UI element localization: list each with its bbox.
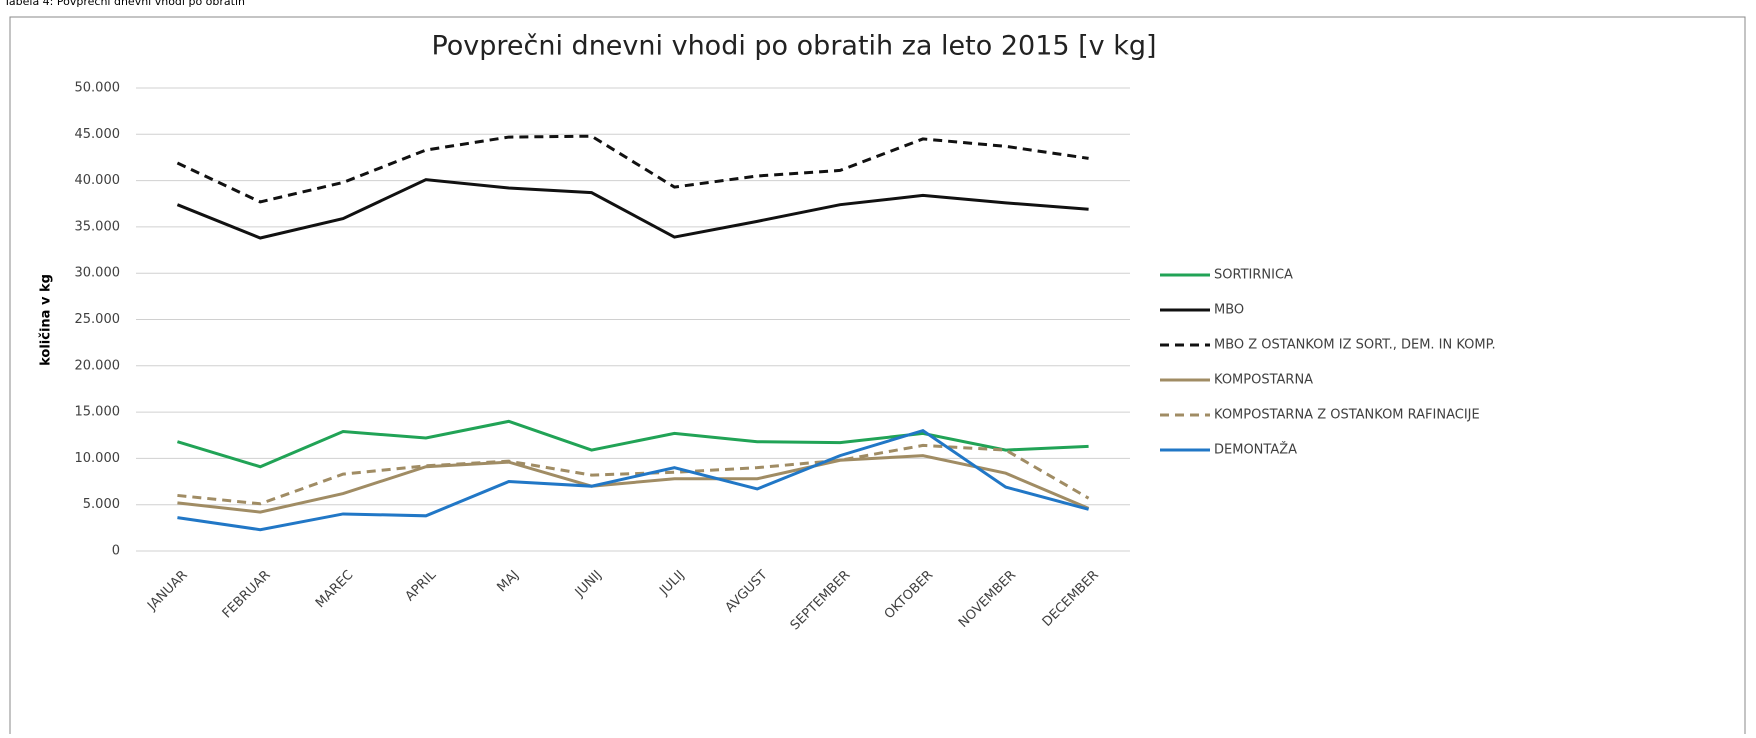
x-tick-label: DECEMBER [1040,568,1102,630]
x-tick-label: SEPTEMBER [788,568,854,634]
legend-label: MBO [1214,303,1244,318]
y-tick-label: 25.000 [75,312,121,327]
x-tick-label: NOVEMBER [956,568,1019,631]
legend-label: SORTIRNICA [1214,268,1293,283]
x-tick-label: OKTOBER [882,568,937,623]
y-tick-label: 35.000 [75,219,121,234]
y-tick-label: 10.000 [75,451,121,466]
x-tick-label: JULIJ [656,568,687,599]
line-series [177,428,1089,532]
x-tick-label: JANUAR [144,568,190,614]
y-tick-label: 50.000 [75,81,121,96]
chart-title: Povprečni dnevni vhodi po obratih za let… [431,31,1156,62]
x-tick-label: FEBRUAR [220,568,274,622]
caption: Tabela 4: Povprečni dnevni vhodi po obra… [3,0,245,8]
chart-border [9,16,1746,738]
y-tick-label: 40.000 [75,173,121,188]
line-series [176,419,1089,469]
legend-label: KOMPOSTARNA Z OSTANKOM RAFINACIJE [1214,408,1480,423]
line-series [176,178,1089,240]
x-tick-label: APRIL [403,567,440,604]
x-tick-label: MAJ [495,568,523,596]
line-series [176,134,1089,204]
x-tick-label: AVGUST [723,568,771,616]
y-tick-label: 0 [112,544,120,559]
legend-label: MBO Z OSTANKOM IZ SORT., DEM. IN KOMP. [1214,338,1496,353]
y-tick-label: 20.000 [75,358,121,373]
x-tick-label: MAREC [313,568,356,611]
y-tick-label: 15.000 [75,405,121,420]
line-series [177,454,1090,514]
legend-label: KOMPOSTARNA [1214,373,1313,388]
y-tick-label: 45.000 [75,127,121,142]
y-tick-label: 30.000 [75,266,121,281]
line-series [177,443,1090,506]
y-axis-label: količina v kg [39,274,54,366]
legend-label: DEMONTAŽA [1214,442,1297,458]
y-tick-label: 5.000 [83,497,120,512]
x-tick-label: JUNIJ [572,568,605,601]
